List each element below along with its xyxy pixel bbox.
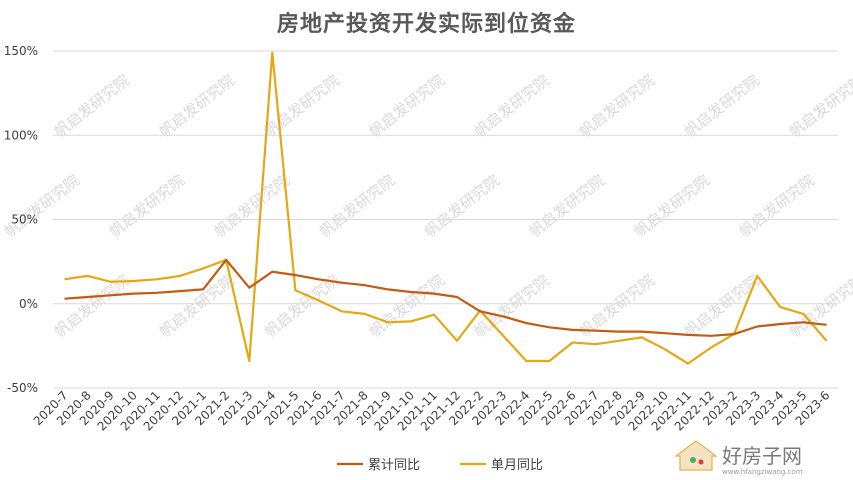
- x-axis-tick-labels: 2020-72020-82020-92020-102020-112020-122…: [31, 388, 833, 433]
- house-icon: [674, 440, 718, 471]
- watermark-text: 帆启发研究院: [526, 171, 608, 241]
- watermark-text: 帆启发研究院: [576, 71, 658, 141]
- watermark-text: 帆启发研究院: [366, 271, 448, 341]
- watermark-text: 帆启发研究院: [316, 171, 398, 241]
- watermark-text: 帆启发研究院: [681, 71, 763, 141]
- watermark-text: 帆启发研究院: [261, 71, 343, 141]
- watermark-text: 帆启发研究院: [366, 71, 448, 141]
- y-tick-label: 0%: [19, 297, 38, 311]
- house-window-icon: [690, 457, 696, 463]
- y-tick-label: 100%: [4, 128, 38, 142]
- y-tick-label: 50%: [11, 213, 38, 227]
- watermark: 帆启发研究院 帆启发研究院 帆启发研究院 帆启发研究院 帆启发研究院 帆启发研究院 帆启发研…: [1, 71, 853, 341]
- site-logo-text: 好房子网: [722, 444, 802, 468]
- series-line-2: [64, 51, 828, 365]
- site-logo-url: www.hfangziwang.com: [722, 468, 803, 476]
- chart-title: 房地产投资开发实际到位资金: [276, 12, 576, 37]
- watermark-text: 帆启发研究院: [786, 71, 853, 141]
- legend-label: 单月同比: [491, 458, 543, 473]
- watermark-text: 帆启发研究院: [786, 271, 853, 341]
- watermark-text: 帆启发研究院: [211, 171, 293, 241]
- gridlines: [53, 50, 838, 389]
- y-tick-label: -50%: [7, 381, 38, 395]
- watermark-text: 帆启发研究院: [156, 71, 238, 141]
- watermark-text: 帆启发研究院: [51, 71, 133, 141]
- watermark-text: 帆启发研究院: [681, 271, 763, 341]
- watermark-text: 帆启发研究院: [106, 171, 188, 241]
- y-tick-label: 150%: [4, 44, 38, 58]
- watermark-text: 帆启发研究院: [471, 71, 553, 141]
- watermark-text: 帆启发研究院: [471, 271, 553, 341]
- series-line-1: [64, 258, 827, 337]
- watermark-text: 帆启发研究院: [156, 271, 238, 341]
- watermark-text: 帆启发研究院: [1, 171, 83, 241]
- watermark-text: 帆启发研究院: [631, 171, 713, 241]
- y-axis-tick-labels: -50% 0% 50% 100% 150%: [4, 44, 38, 395]
- series-lines: [64, 51, 828, 365]
- watermark-text: 帆启发研究院: [421, 171, 503, 241]
- house-dot-icon: [698, 459, 704, 465]
- watermark-text: 帆启发研究院: [736, 171, 818, 241]
- legend: 累计同比 单月同比: [337, 458, 543, 473]
- legend-label: 累计同比: [368, 458, 420, 473]
